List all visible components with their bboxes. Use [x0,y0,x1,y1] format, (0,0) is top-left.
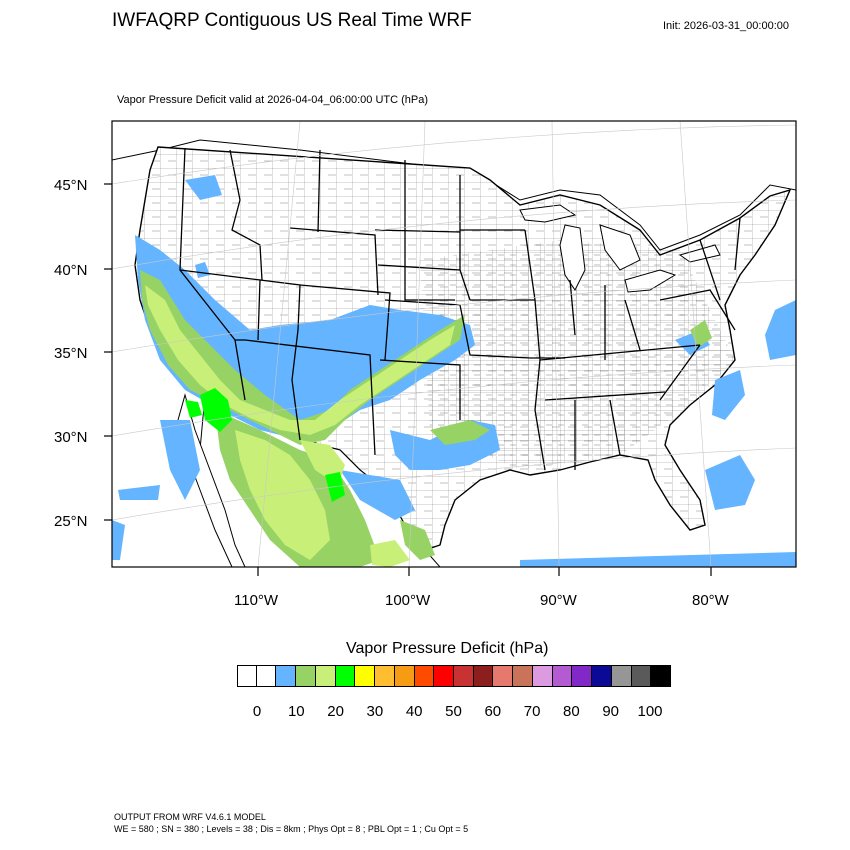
great-lakes [519,204,721,293]
colorbar-swatch [493,665,514,687]
colorbar-label: 30 [366,703,384,720]
axis-ticks [104,183,712,576]
page-title: IWFAQRP Contiguous US Real Time WRF [112,10,472,31]
colorbar-swatch [552,665,573,687]
colorbar-swatch [454,665,474,687]
lon-label-110w: 110°W [234,592,279,609]
colorbar-swatch [532,665,553,687]
colorbar-swatch [651,665,671,687]
lat-label-25: 25°N [54,513,88,530]
colorbar-swatch [434,665,454,687]
state-boundaries [179,147,741,471]
lat-label-35: 35°N [54,345,88,362]
colorbar-label: 90 [602,703,620,720]
colorbar-swatch [592,665,612,687]
map-frame [111,120,797,568]
colorbar-swatch [315,665,336,687]
lon-label-100w: 100°W [385,592,431,609]
lon-label-90w: 90°W [540,592,578,609]
colorbar-swatch [375,665,395,687]
colorbar-label: 0 [252,703,262,720]
footer-model: OUTPUT FROM WRF V4.6.1 MODEL [114,812,266,822]
map-field [112,121,796,567]
lat-label-45: 45°N [54,177,88,194]
colorbar-swatch [572,665,593,687]
colorbar-swatch [473,665,494,687]
canada-land [112,121,796,251]
colorbar [237,665,671,687]
plot-subtitle: Vapor Pressure Deficit valid at 2026-04-… [117,94,429,106]
init-time: Init: 2026-03-31_00:00:00 [663,20,789,32]
colorbar-swatch [237,665,257,687]
colorbar-title: Vapor Pressure Deficit (hPa) [346,640,549,657]
colorbar-swatch [355,665,376,687]
colorbar-swatch [335,665,356,687]
colorbar-label: 20 [327,703,344,720]
lat-label-30: 30°N [54,429,88,446]
lat-label-40: 40°N [54,262,88,279]
lon-label-80w: 80°W [692,592,730,609]
vpd-brightgreen-shading [185,388,345,502]
colorbar-label: 50 [445,703,462,720]
colorbar-label: 100 [637,703,663,720]
colorbar-label: 70 [523,703,541,720]
colorbar-swatch [631,665,652,687]
colorbar-swatch [394,665,415,687]
colorbar-swatch [276,665,297,687]
colorbar-swatch [256,665,277,687]
footer-config: WE = 580 ; SN = 380 ; Levels = 38 ; Dis … [114,824,469,834]
graticule [112,121,796,567]
colorbar-label: 10 [287,703,305,720]
colorbar-label: 60 [484,703,502,720]
colorbar-swatch [296,665,316,687]
colorbar-label: 80 [563,703,580,720]
colorbar-swatch [513,665,533,687]
colorbar-swatch [414,665,435,687]
colorbar-label: 40 [405,703,423,720]
colorbar-swatch [611,665,632,687]
